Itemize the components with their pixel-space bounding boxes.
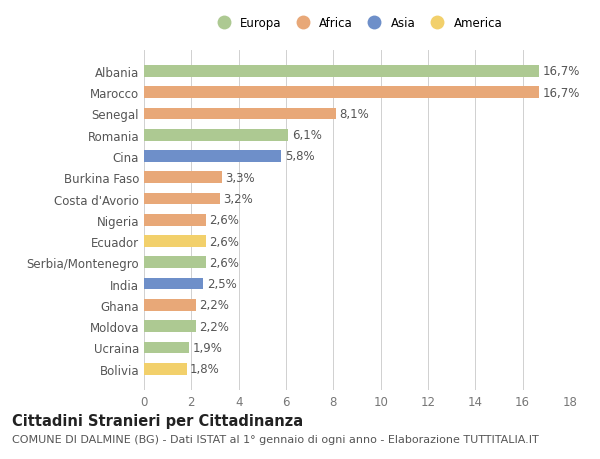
Text: 2,6%: 2,6%	[209, 256, 239, 269]
Text: 2,5%: 2,5%	[207, 278, 236, 291]
Text: 8,1%: 8,1%	[339, 108, 369, 121]
Text: 2,2%: 2,2%	[200, 299, 229, 312]
Bar	[144, 236, 206, 247]
Text: COMUNE DI DALMINE (BG) - Dati ISTAT al 1° gennaio di ogni anno - Elaborazione TU: COMUNE DI DALMINE (BG) - Dati ISTAT al 1…	[12, 434, 539, 444]
Text: 6,1%: 6,1%	[292, 129, 322, 142]
Text: 2,2%: 2,2%	[200, 320, 229, 333]
Legend: Europa, Africa, Asia, America: Europa, Africa, Asia, America	[212, 17, 502, 30]
Bar	[144, 193, 220, 205]
Text: Cittadini Stranieri per Cittadinanza: Cittadini Stranieri per Cittadinanza	[12, 413, 303, 428]
Text: 3,2%: 3,2%	[223, 193, 253, 206]
Bar	[144, 129, 289, 141]
Bar	[144, 151, 281, 162]
Text: 16,7%: 16,7%	[543, 65, 580, 78]
Bar	[144, 342, 189, 353]
Bar	[144, 299, 196, 311]
Text: 5,8%: 5,8%	[285, 150, 314, 163]
Bar	[144, 257, 206, 269]
Bar	[144, 214, 206, 226]
Bar	[144, 108, 335, 120]
Text: 1,8%: 1,8%	[190, 363, 220, 375]
Text: 16,7%: 16,7%	[543, 86, 580, 100]
Text: 2,6%: 2,6%	[209, 235, 239, 248]
Bar	[144, 66, 539, 78]
Text: 1,9%: 1,9%	[193, 341, 223, 354]
Text: 3,3%: 3,3%	[226, 171, 255, 185]
Bar	[144, 320, 196, 332]
Bar	[144, 363, 187, 375]
Text: 2,6%: 2,6%	[209, 214, 239, 227]
Bar	[144, 278, 203, 290]
Bar	[144, 172, 222, 184]
Bar	[144, 87, 539, 99]
